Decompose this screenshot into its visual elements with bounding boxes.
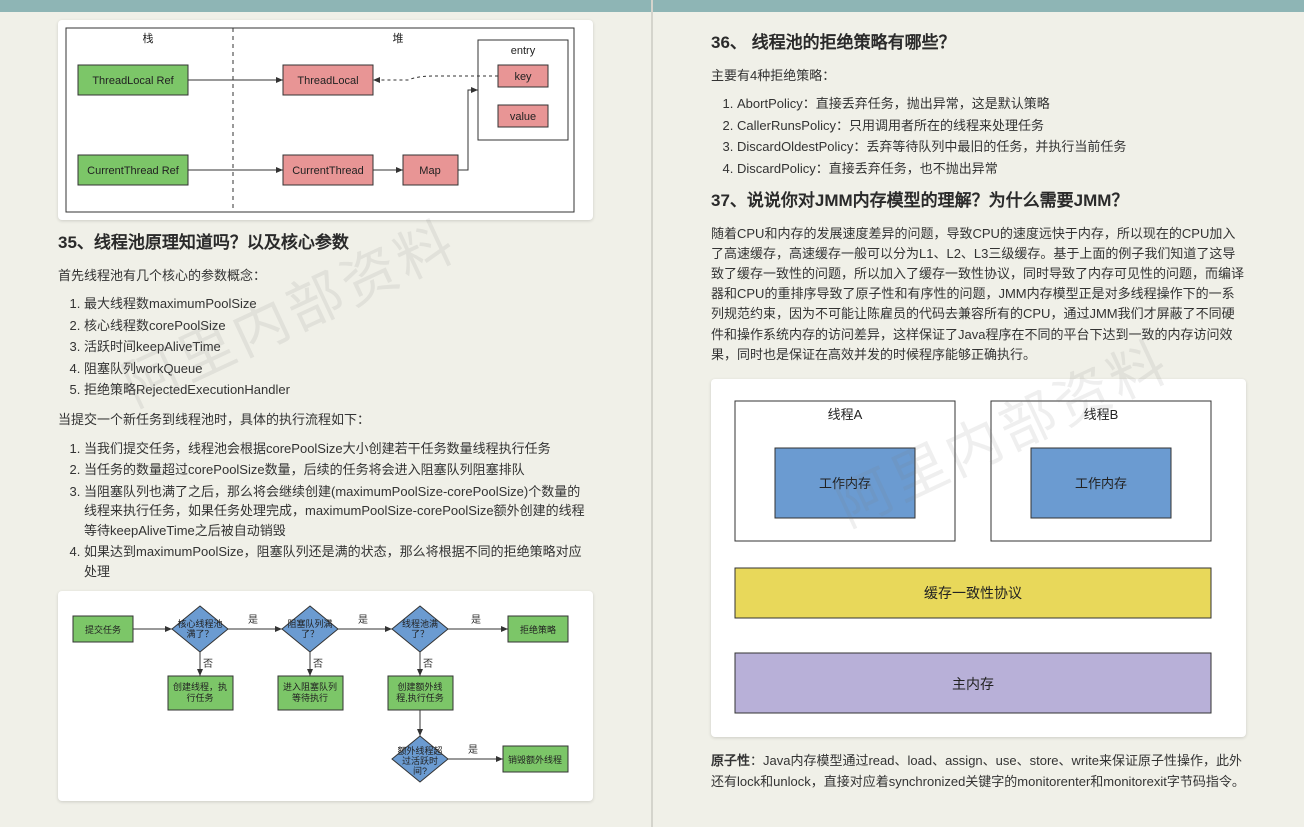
svg-text:间?: 间? (413, 765, 427, 776)
svg-text:否: 否 (313, 658, 323, 670)
svg-text:Map: Map (419, 165, 440, 177)
right-page: 阿里内部资料 36、 线程池的拒绝策略有哪些？ 主要有4种拒绝策略： Abort… (653, 0, 1304, 827)
svg-text:线程池满: 线程池满 (402, 618, 438, 629)
list-flow: 当我们提交任务，线程池会根据corePoolSize大小创建若干任务数量线程执行… (58, 439, 593, 582)
threadpool-flowchart: 提交任务 核心线程池满了？ 阻塞队列满了？ 线程池满了？ 拒绝策略 创建线程，执… (58, 591, 593, 801)
atomic-text: ：Java内存模型通过read、load、assign、use、store、wr… (711, 753, 1245, 789)
list-item: DiscardOldestPolicy：丢弃等待队列中最旧的任务，并执行当前任务 (737, 137, 1246, 157)
svg-text:拒绝策略: 拒绝策略 (520, 624, 556, 635)
svg-text:进入阻塞队列: 进入阻塞队列 (283, 681, 337, 692)
svg-text:满了？: 满了？ (186, 629, 213, 639)
header-bar (653, 0, 1304, 12)
svg-text:是: 是 (471, 614, 481, 626)
svg-text:线程A: 线程A (828, 407, 863, 422)
svg-text:工作内存: 工作内存 (819, 476, 871, 491)
list-item: DiscardPolicy：直接丢弃任务，也不抛出异常 (737, 159, 1246, 179)
svg-text:ThreadLocal: ThreadLocal (297, 75, 358, 87)
list-item: AbortPolicy：直接丢弃任务，抛出异常，这是默认策略 (737, 94, 1246, 114)
svg-text:CurrentThread: CurrentThread (292, 165, 364, 177)
list-item: 活跃时间keepAliveTime (84, 337, 593, 357)
svg-text:堆: 堆 (393, 32, 404, 45)
svg-text:行任务: 行任务 (186, 692, 213, 703)
svg-text:过活跃时: 过活跃时 (402, 755, 438, 766)
heading-37: 37、说说你对JMM内存模型的理解？为什么需要JMM？ (711, 188, 1246, 214)
threadlocal-diagram: 栈 堆 ThreadLocal Ref CurrentThread Ref Th… (58, 20, 593, 220)
svg-text:等待执行: 等待执行 (292, 692, 328, 703)
intro-35: 首先线程池有几个核心的参数概念： (58, 266, 593, 287)
svg-text:线程B: 线程B (1084, 407, 1119, 422)
svg-text:否: 否 (203, 658, 213, 670)
svg-text:提交任务: 提交任务 (85, 624, 121, 635)
svg-text:CurrentThread Ref: CurrentThread Ref (87, 165, 180, 177)
flow-intro: 当提交一个新任务到线程池时，具体的执行流程如下： (58, 410, 593, 431)
svg-text:是: 是 (248, 614, 258, 626)
list-item: 如果达到maximumPoolSize，阻塞队列还是满的状态，那么将根据不同的拒… (84, 542, 593, 581)
intro-36: 主要有4种拒绝策略： (711, 66, 1246, 87)
list-params: 最大线程数maximumPoolSize 核心线程数corePoolSize 活… (58, 294, 593, 400)
atomic-label: 原子性 (711, 753, 750, 768)
svg-text:销毁额外线程: 销毁额外线程 (508, 754, 562, 765)
svg-text:了？: 了？ (411, 629, 429, 639)
list-item: 核心线程数corePoolSize (84, 316, 593, 336)
list-reject: AbortPolicy：直接丢弃任务，抛出异常，这是默认策略 CallerRun… (711, 94, 1246, 178)
left-page: 阿里内部资料 栈 堆 ThreadLocal Ref CurrentThread… (0, 0, 653, 827)
svg-text:阻塞队列满: 阻塞队列满 (287, 618, 332, 629)
list-item: 阻塞队列workQueue (84, 359, 593, 379)
list-item: 当任务的数量超过corePoolSize数量，后续的任务将会进入阻塞队列阻塞排队 (84, 460, 593, 480)
svg-text:key: key (514, 71, 532, 83)
svg-text:是: 是 (358, 614, 368, 626)
svg-text:ThreadLocal Ref: ThreadLocal Ref (92, 75, 174, 87)
header-bar (0, 0, 651, 12)
para-atomic: 原子性：Java内存模型通过read、load、assign、use、store… (711, 751, 1246, 793)
list-item: 最大线程数maximumPoolSize (84, 294, 593, 314)
svg-text:栈: 栈 (143, 31, 154, 45)
svg-text:value: value (510, 111, 536, 123)
svg-text:程,执行任务: 程,执行任务 (396, 692, 444, 703)
heading-36: 36、 线程池的拒绝策略有哪些？ (711, 30, 1246, 56)
list-item: 拒绝策略RejectedExecutionHandler (84, 380, 593, 400)
jmm-diagram: 线程A 工作内存 线程B 工作内存 缓存一致性协议 主内存 (711, 379, 1246, 737)
svg-text:创建额外线: 创建额外线 (397, 681, 442, 692)
list-item: CallerRunsPolicy：只用调用者所在的线程来处理任务 (737, 116, 1246, 136)
svg-text:核心线程池: 核心线程池 (177, 618, 222, 629)
svg-text:了？: 了？ (301, 629, 319, 639)
heading-35: 35、线程池原理知道吗？以及核心参数 (58, 230, 593, 256)
para-37: 随着CPU和内存的发展速度差异的问题，导致CPU的速度远快于内存，所以现在的CP… (711, 224, 1246, 365)
list-item: 当我们提交任务，线程池会根据corePoolSize大小创建若干任务数量线程执行… (84, 439, 593, 459)
list-item: 当阻塞队列也满了之后，那么将会继续创建(maximumPoolSize-core… (84, 482, 593, 541)
svg-text:否: 否 (423, 658, 433, 670)
svg-text:主内存: 主内存 (952, 676, 994, 692)
svg-text:额外线程超: 额外线程超 (397, 745, 442, 756)
svg-text:工作内存: 工作内存 (1075, 476, 1127, 491)
svg-text:缓存一致性协议: 缓存一致性协议 (924, 585, 1022, 601)
svg-text:entry: entry (511, 45, 536, 57)
svg-text:是: 是 (468, 744, 478, 756)
svg-text:创建线程，执: 创建线程，执 (173, 681, 227, 692)
